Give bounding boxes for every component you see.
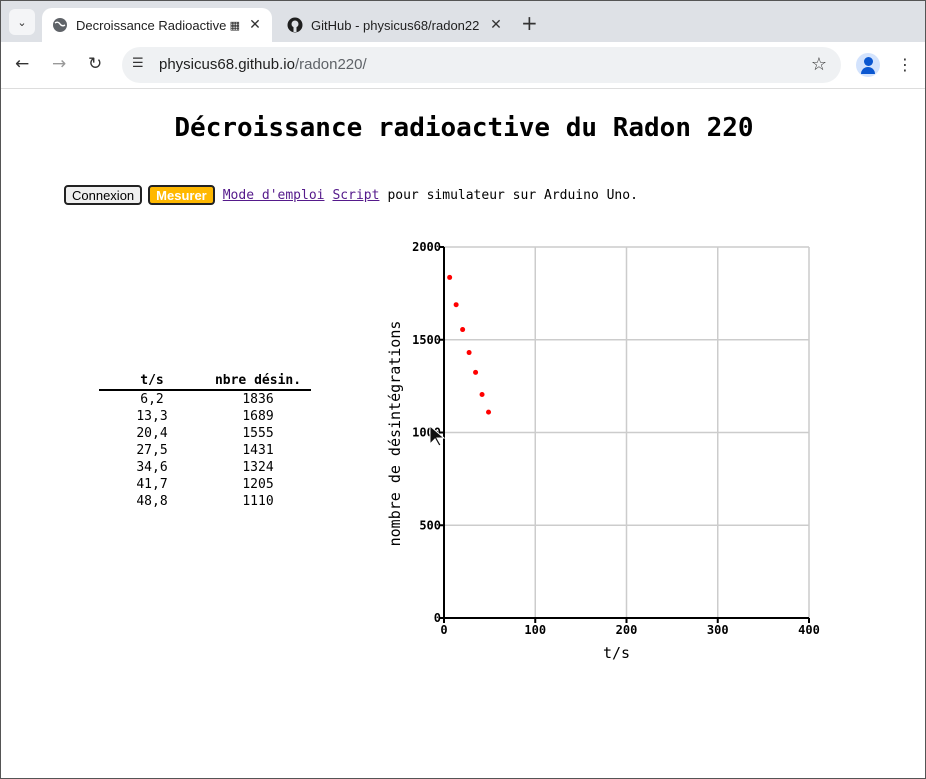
- github-icon: [287, 17, 303, 33]
- x-tick-label: 100: [524, 623, 546, 637]
- data-point: [466, 350, 472, 356]
- table-row: 27,5 1431: [99, 442, 311, 459]
- x-tick-label: 300: [707, 623, 729, 637]
- header-time: t/s: [99, 373, 205, 391]
- manual-link[interactable]: Mode d'emploi: [222, 187, 325, 203]
- new-tab-icon[interactable]: +: [521, 11, 538, 35]
- forward-icon[interactable]: →: [52, 54, 67, 74]
- menu-dots-icon[interactable]: ⋮: [897, 55, 913, 74]
- bookmark-star-icon[interactable]: ☆: [810, 54, 827, 75]
- cell-time: 27,5: [136, 443, 168, 458]
- url-text[interactable]: physicus68.github.io/radon220/: [159, 56, 367, 73]
- y-tick-label: 2000: [412, 240, 441, 254]
- data-point: [473, 369, 479, 375]
- data-table: t/s nbre désin. 6,2 1836 13,3 1689 20,4 155…: [99, 373, 311, 510]
- address-bar[interactable]: ☰ physicus68.github.io/radon220/ ☆: [122, 47, 841, 83]
- y-tick-label: 500: [419, 518, 441, 532]
- tab-github[interactable]: GitHub - physicus68/radon22 ✕: [277, 8, 513, 42]
- data-point: [453, 302, 459, 308]
- page-title: Décroissance radioactive du Radon 220: [174, 113, 754, 143]
- data-point: [460, 327, 466, 333]
- table-row: 20,4 1555: [99, 425, 311, 442]
- cell-count: 1836: [242, 392, 274, 407]
- table-row: 41,7 1205: [99, 476, 311, 493]
- data-point: [479, 391, 485, 397]
- tab-title: Decroissance Radioactive: [76, 17, 226, 33]
- cell-count: 1689: [242, 409, 274, 424]
- x-tick-label: 200: [616, 623, 638, 637]
- globe-icon: [52, 17, 68, 33]
- cell-time: 41,7: [136, 477, 168, 492]
- table-row: 13,3 1689: [99, 408, 311, 425]
- cell-count: 1205: [242, 477, 274, 492]
- back-icon[interactable]: ←: [15, 54, 30, 74]
- profile-avatar-icon[interactable]: [856, 53, 880, 77]
- script-link[interactable]: Script: [332, 187, 380, 203]
- table-row: 48,8 1110: [99, 493, 311, 510]
- y-axis-label: nombre de désintégrations: [386, 321, 404, 547]
- site-info-icon[interactable]: ☰: [132, 56, 144, 71]
- header-count: nbre désin.: [205, 373, 311, 391]
- tab-title: GitHub - physicus68/radon22: [311, 17, 480, 33]
- connect-button[interactable]: Connexion: [64, 185, 143, 205]
- tab-strip: ⌄ Decroissance Radioactive ▦ ✕ GitHub - …: [1, 1, 925, 42]
- controls-bar: Connexion Mesurer Mode d'emploi Script p…: [64, 185, 638, 205]
- description-text: pour simulateur sur Arduino Uno.: [387, 187, 638, 203]
- y-tick-label: 0: [434, 611, 441, 625]
- cell-count: 1555: [242, 426, 274, 441]
- mouse-cursor-icon: [429, 424, 446, 447]
- x-axis-label: t/s: [603, 644, 630, 662]
- cell-count: 1110: [242, 494, 274, 509]
- cell-count: 1324: [242, 460, 274, 475]
- table-row: 34,6 1324: [99, 459, 311, 476]
- close-tab-icon[interactable]: ✕: [249, 17, 261, 33]
- cell-time: 20,4: [136, 426, 168, 441]
- data-point: [486, 409, 492, 415]
- x-tick-label: 0: [440, 623, 447, 637]
- reload-icon[interactable]: ↻: [88, 54, 103, 74]
- media-icon: ▦: [229, 18, 240, 32]
- tab-search-dropdown-icon[interactable]: ⌄: [9, 9, 35, 35]
- y-tick-label: 1500: [412, 333, 441, 347]
- tab-active[interactable]: Decroissance Radioactive ▦ ✕: [42, 8, 272, 42]
- toolbar: ← → ↻ ☰ physicus68.github.io/radon220/ ☆…: [1, 42, 925, 89]
- cell-time: 34,6: [136, 460, 168, 475]
- cell-time: 6,2: [140, 392, 164, 407]
- cell-time: 48,8: [136, 494, 168, 509]
- table-row: 6,2 1836: [99, 390, 311, 408]
- measure-button[interactable]: Mesurer: [148, 185, 215, 205]
- cell-count: 1431: [242, 443, 274, 458]
- x-tick-label: 400: [798, 623, 820, 637]
- cell-time: 13,3: [136, 409, 168, 424]
- close-tab-icon[interactable]: ✕: [490, 17, 502, 33]
- data-point: [447, 274, 453, 280]
